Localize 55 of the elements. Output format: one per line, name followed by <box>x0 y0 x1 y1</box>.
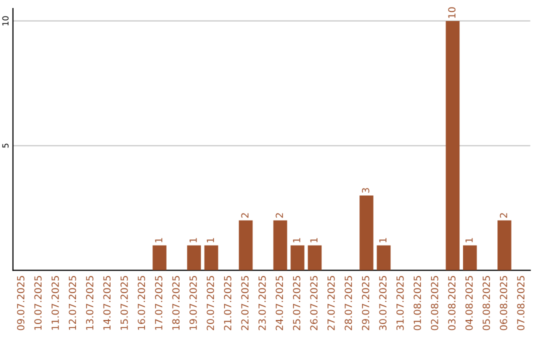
x-tick-label: 05.08.2025 <box>482 276 490 330</box>
x-tick-label: 25.07.2025 <box>292 276 300 330</box>
x-tick-label: 19.07.2025 <box>189 276 197 330</box>
data-label: 1 <box>310 238 318 242</box>
x-tick-label: 17.07.2025 <box>155 276 162 330</box>
bar <box>187 245 201 270</box>
data-label: 10 <box>448 7 456 18</box>
bar <box>463 245 477 270</box>
x-tick-label: 11.07.2025 <box>52 276 59 330</box>
x-tick-label: 06.08.2025 <box>500 276 508 330</box>
data-label: 2 <box>276 213 283 218</box>
x-tick-label: 27.07.2025 <box>327 276 335 330</box>
x-tick-label: 28.07.2025 <box>344 276 352 330</box>
bar <box>498 220 512 270</box>
x-tick-label: 16.07.2025 <box>138 276 146 330</box>
x-tick-label: 23.07.2025 <box>258 276 266 330</box>
x-tick-label: 29.07.2025 <box>362 276 370 330</box>
x-tick-label: 09.07.2025 <box>17 276 24 330</box>
x-tick-label: 02.08.2025 <box>430 276 438 330</box>
bar <box>376 245 391 270</box>
bar <box>204 245 218 270</box>
data-label: 1 <box>293 238 300 242</box>
bar <box>238 220 253 270</box>
x-tick-label: 04.08.2025 <box>465 276 473 330</box>
y-tick-label: 5 <box>2 144 9 148</box>
x-tick-label: 13.07.2025 <box>86 276 94 330</box>
bar <box>290 245 304 270</box>
x-tick-label: 30.07.2025 <box>379 276 387 330</box>
bar <box>273 220 288 270</box>
data-label: 3 <box>362 188 370 193</box>
data-label: 1 <box>190 238 197 242</box>
x-tick-label: 22.07.2025 <box>241 276 249 330</box>
bar <box>360 196 374 270</box>
x-tick-label: 12.07.2025 <box>68 276 76 330</box>
data-label: 1 <box>379 238 386 242</box>
x-tick-label: 20.07.2025 <box>206 276 214 330</box>
x-tick-label: 03.08.2025 <box>448 276 456 330</box>
x-tick-label: 10.07.2025 <box>34 276 42 330</box>
data-label: 1 <box>206 238 214 242</box>
x-tick-label: 21.07.2025 <box>224 276 232 330</box>
x-tick-label: 31.07.2025 <box>396 276 404 330</box>
bar <box>152 245 166 270</box>
x-tick-label: 26.07.2025 <box>310 276 318 330</box>
x-tick-label: 01.08.2025 <box>414 276 422 330</box>
x-tick-label: 24.07.2025 <box>276 276 284 330</box>
x-tick-label: 18.07.2025 <box>172 276 180 330</box>
bar <box>446 20 460 270</box>
data-label: 2 <box>241 213 248 218</box>
bar <box>308 245 322 270</box>
x-tick-label: 14.07.2025 <box>103 276 111 330</box>
data-label: 2 <box>500 213 508 218</box>
x-tick-label: 07.08.2025 <box>517 276 524 330</box>
data-label: 1 <box>155 238 162 242</box>
data-label: 1 <box>466 238 473 242</box>
x-tick-label: 15.07.2025 <box>120 276 128 330</box>
